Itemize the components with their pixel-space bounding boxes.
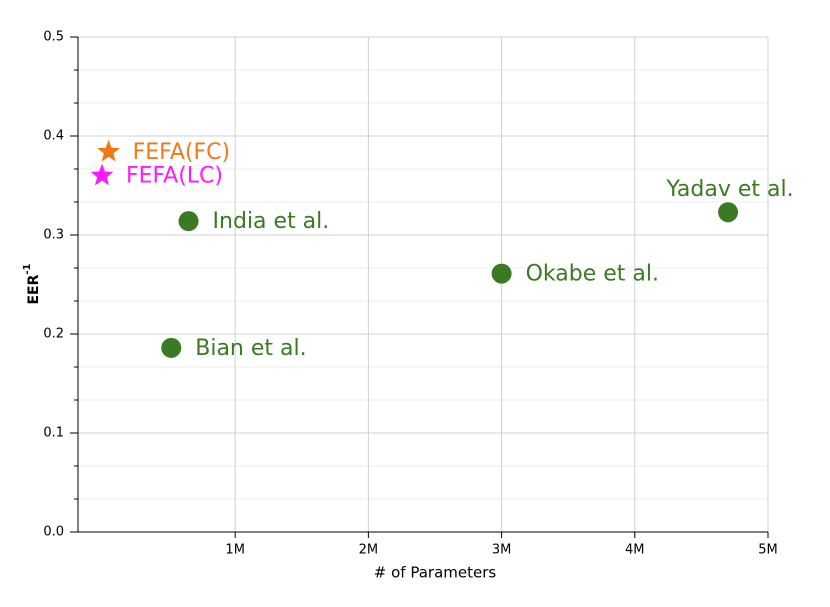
x-tick-label: 4M <box>625 543 645 558</box>
star-marker <box>90 163 114 186</box>
x-tick-label: 1M <box>225 543 245 558</box>
point-marker <box>178 211 199 232</box>
x-tick-label: 2M <box>359 543 379 558</box>
point-marker <box>491 263 512 284</box>
point-label: FEFA(FC) <box>133 140 230 165</box>
y-tick-label: 0.2 <box>43 327 64 342</box>
x-axis-label: # of Parameters <box>374 564 497 582</box>
y-tick-label: 0.3 <box>43 228 64 243</box>
y-axis-label: EER-1 <box>22 263 42 304</box>
point-label: India et al. <box>213 209 330 234</box>
y-axis-label-sup: -1 <box>22 263 33 274</box>
point-label: Bian et al. <box>195 336 306 361</box>
star-marker <box>97 139 120 162</box>
y-tick-label: 0.5 <box>43 30 64 45</box>
point-marker <box>718 202 739 223</box>
y-tick-label: 0.1 <box>43 426 64 441</box>
point-label: FEFA(LC) <box>126 164 223 189</box>
x-tick-label: 5M <box>758 543 778 558</box>
y-axis-label-main: EER <box>26 274 42 304</box>
y-tick-label: 0.4 <box>43 129 64 144</box>
point-label: Okabe et al. <box>526 262 659 287</box>
point-marker <box>161 337 182 358</box>
x-tick-label: 3M <box>492 543 512 558</box>
y-tick-label: 0.0 <box>43 525 64 540</box>
point-label: Yadav et al. <box>665 177 793 202</box>
